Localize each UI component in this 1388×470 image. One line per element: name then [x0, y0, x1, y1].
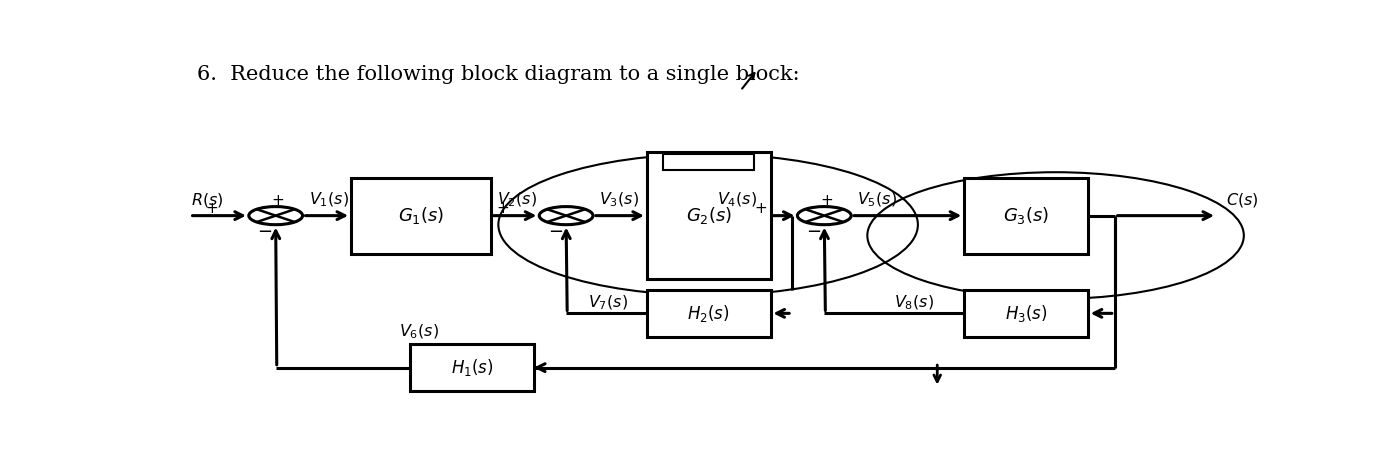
Text: $V_6(s)$: $V_6(s)$	[400, 323, 440, 341]
Text: $R(s)$: $R(s)$	[190, 191, 223, 209]
Text: $G_1(s)$: $G_1(s)$	[398, 205, 444, 226]
Text: $V_5(s)$: $V_5(s)$	[856, 191, 897, 209]
Text: +: +	[205, 201, 218, 216]
Text: $G_3(s)$: $G_3(s)$	[1004, 205, 1049, 226]
Text: +: +	[754, 201, 768, 216]
Bar	[663, 154, 755, 171]
Bar	[351, 178, 491, 254]
Text: $H_1(s)$: $H_1(s)$	[451, 357, 493, 378]
Text: $G_2(s)$: $G_2(s)$	[686, 205, 731, 226]
Bar	[647, 152, 770, 279]
Text: $V_1(s)$: $V_1(s)$	[310, 191, 348, 209]
Text: $V_2(s)$: $V_2(s)$	[497, 191, 537, 209]
Text: −: −	[806, 223, 822, 242]
Text: +: +	[497, 201, 509, 216]
Text: $V_3(s)$: $V_3(s)$	[600, 191, 640, 209]
Text: −: −	[548, 223, 564, 242]
Text: $H_3(s)$: $H_3(s)$	[1005, 303, 1048, 324]
Bar	[647, 290, 770, 337]
Text: −: −	[257, 223, 272, 242]
Text: $V_8(s)$: $V_8(s)$	[894, 293, 934, 312]
Bar	[411, 344, 534, 391]
Bar	[965, 178, 1088, 254]
Text: $H_2(s)$: $H_2(s)$	[687, 303, 730, 324]
Text: $V_7(s)$: $V_7(s)$	[587, 293, 627, 312]
Text: $C(s)$: $C(s)$	[1226, 191, 1258, 209]
Text: $V_4(s)$: $V_4(s)$	[716, 191, 756, 209]
Text: +: +	[272, 193, 285, 208]
Text: 6.  Reduce the following block diagram to a single block:: 6. Reduce the following block diagram to…	[197, 65, 799, 85]
Bar	[965, 290, 1088, 337]
Text: +: +	[820, 193, 833, 208]
